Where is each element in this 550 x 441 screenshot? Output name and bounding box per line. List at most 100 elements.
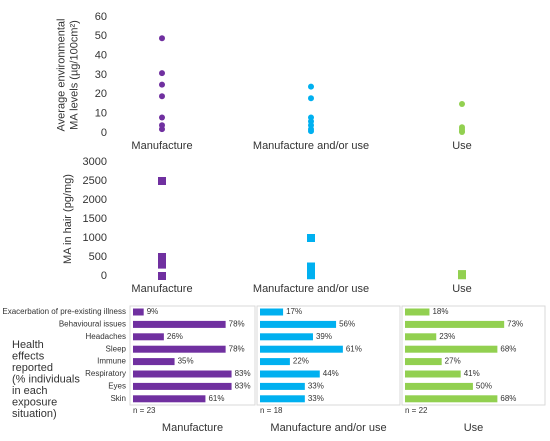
y-axis-label: reported — [12, 362, 53, 374]
point — [308, 83, 314, 90]
value-label: 61% — [208, 394, 224, 403]
y-tick-label: 2000 — [83, 194, 107, 206]
y-tick-label: 1000 — [83, 232, 107, 244]
n-label: n = 22 — [405, 406, 428, 415]
point — [159, 70, 165, 77]
legend-label: Manufacture and/or use — [270, 422, 386, 434]
bar — [405, 320, 505, 328]
point — [307, 234, 315, 242]
y-tick-label: 1500 — [83, 213, 107, 225]
y-axis-label: MA levels (µg/100cm²) — [68, 20, 80, 130]
y-axis-label: (% individuals — [12, 373, 80, 385]
value-label: 17% — [286, 307, 302, 316]
row-label: Headaches — [86, 332, 126, 341]
point — [308, 95, 314, 102]
row-label: Behavioural issues — [59, 320, 126, 329]
point — [159, 35, 165, 42]
bar — [133, 370, 232, 378]
panel — [129, 305, 256, 406]
bar — [260, 345, 343, 353]
value-label: 73% — [507, 320, 523, 329]
y-axis-label: MA in hair (pg/mg) — [62, 174, 74, 264]
point — [159, 126, 165, 133]
bar — [405, 308, 430, 316]
point — [159, 114, 165, 121]
bar — [260, 395, 305, 403]
point — [158, 260, 166, 269]
value-label: 23% — [439, 332, 455, 341]
value-label: 68% — [500, 344, 516, 353]
bar — [260, 358, 290, 366]
legend-label: Use — [464, 422, 484, 434]
bar — [405, 333, 437, 341]
value-label: 35% — [178, 357, 194, 366]
y-axis-label: situation) — [12, 408, 57, 420]
y-tick-label: 0 — [101, 127, 107, 139]
value-label: 41% — [464, 369, 480, 378]
y-tick-label: 40 — [95, 50, 107, 62]
value-label: 9% — [147, 307, 159, 316]
bar — [405, 345, 498, 353]
y-axis-label: effects — [12, 350, 45, 362]
y-tick-label: 500 — [89, 251, 107, 263]
value-label: 50% — [476, 382, 492, 391]
point — [159, 81, 165, 88]
bar — [260, 320, 337, 328]
bar — [133, 382, 232, 390]
bar — [405, 395, 498, 403]
point — [158, 177, 166, 185]
y-tick-label: 10 — [95, 108, 107, 120]
point — [458, 271, 466, 280]
value-label: 68% — [500, 394, 516, 403]
value-label: 78% — [229, 320, 245, 329]
value-label: 44% — [323, 369, 339, 378]
y-axis-label: in each — [12, 385, 47, 397]
legend-label: Manufacture — [162, 422, 223, 434]
value-label: 61% — [346, 344, 362, 353]
bar — [260, 333, 313, 341]
point — [307, 271, 315, 280]
value-label: 39% — [316, 332, 332, 341]
bar — [260, 308, 284, 316]
x-tick-label: Use — [452, 283, 472, 295]
bar — [133, 345, 226, 353]
value-label: 33% — [308, 394, 324, 403]
value-label: 78% — [229, 344, 245, 353]
y-axis-label: exposure — [12, 396, 57, 408]
bar — [133, 333, 164, 341]
row-label: Exacerbation of pre-existing illness — [2, 307, 126, 316]
panel — [256, 305, 401, 406]
row-label: Eyes — [108, 382, 126, 391]
value-label: 22% — [293, 357, 309, 366]
bar — [133, 395, 206, 403]
y-axis-label: Health — [12, 339, 44, 351]
y-tick-label: 30 — [95, 69, 107, 81]
bar — [260, 382, 305, 390]
value-label: 83% — [235, 369, 251, 378]
row-label: Respiratory — [85, 369, 126, 378]
row-label: Sleep — [106, 344, 127, 353]
y-tick-label: 3000 — [83, 156, 107, 168]
value-label: 83% — [235, 382, 251, 391]
point — [459, 129, 465, 136]
n-label: n = 23 — [133, 406, 156, 415]
bar — [133, 358, 175, 366]
bar — [133, 320, 226, 328]
bar — [260, 370, 320, 378]
point — [159, 93, 165, 100]
x-tick-label: Manufacture — [131, 283, 192, 295]
value-label: 33% — [308, 382, 324, 391]
value-label: 18% — [432, 307, 448, 316]
row-label: Skin — [110, 394, 126, 403]
x-tick-label: Use — [452, 140, 472, 152]
point — [459, 101, 465, 107]
y-tick-label: 20 — [95, 88, 107, 100]
bar — [405, 382, 473, 390]
y-tick-label: 2500 — [83, 175, 107, 187]
n-label: n = 18 — [260, 406, 283, 415]
point — [308, 128, 314, 135]
y-tick-label: 50 — [95, 30, 107, 42]
y-tick-label: 60 — [95, 11, 107, 23]
bar — [405, 370, 461, 378]
